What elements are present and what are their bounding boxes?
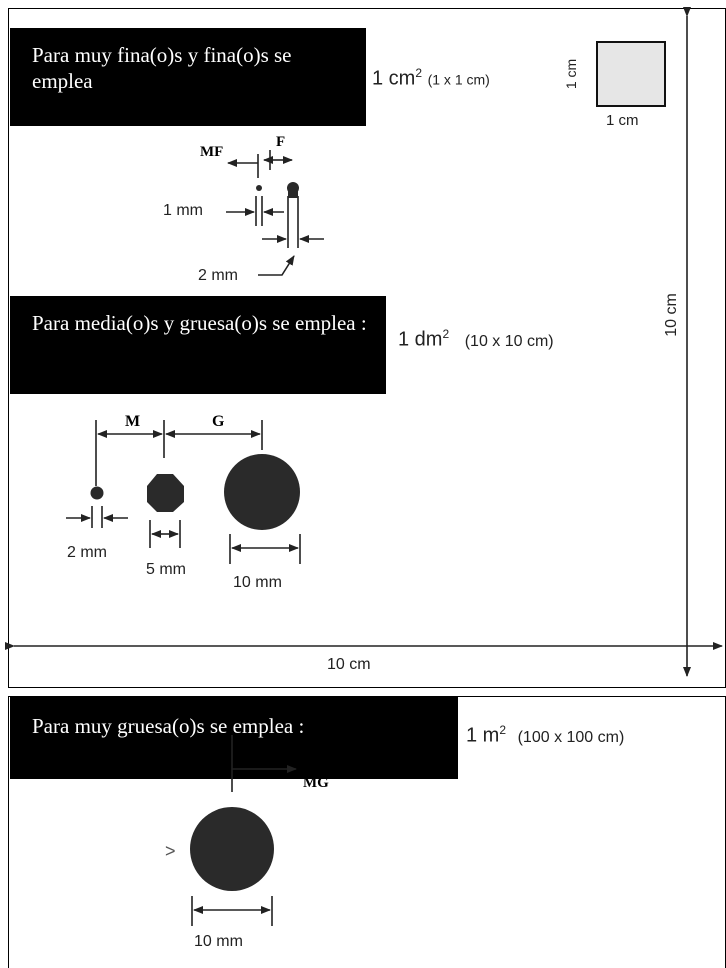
- coarse-label-box: Para muy gruesa(o)s se emplea :: [10, 697, 458, 779]
- particle-mg: [190, 807, 274, 891]
- label-m: M: [125, 413, 141, 430]
- one-cm-square: [596, 41, 666, 107]
- area-exp: 2: [415, 66, 423, 80]
- area-exp: 2: [499, 723, 507, 737]
- fine-label-text: Para muy fina(o)s y fina(o)s se emplea: [32, 43, 292, 93]
- area-dims: (1 x 1 cm): [427, 71, 490, 88]
- particle-mf: [256, 185, 262, 191]
- particle-2mm: [90, 486, 104, 500]
- gt-symbol: >: [165, 841, 176, 861]
- medium-label-box: Para media(o)s y gruesa(o)s se emplea :: [10, 296, 386, 394]
- dim-5mm: 5 mm: [146, 561, 186, 578]
- area-main: 1 m: [466, 724, 500, 747]
- label-g: G: [212, 413, 225, 430]
- dim-10mm-coarse: 10 mm: [194, 933, 243, 950]
- dim-1mm: 1 mm: [163, 202, 203, 219]
- medium-label-text: Para media(o)s y gruesa(o)s se emplea :: [32, 311, 367, 335]
- coarse-label-text: Para muy gruesa(o)s se emplea :: [32, 714, 305, 738]
- fine-label-box: Para muy fina(o)s y fina(o)s se emplea: [10, 28, 366, 126]
- area-label-cm2: 1 cm2 (1 x 1 cm): [372, 66, 490, 91]
- dim-2mm-medium: 2 mm: [67, 544, 107, 561]
- label-mg: MG: [303, 775, 329, 791]
- square-bottom-label: 1 cm: [606, 112, 639, 129]
- label-f: F: [276, 134, 286, 150]
- particle-5mm: [147, 474, 184, 512]
- label-mf: MF: [200, 144, 224, 160]
- particle-10mm: [224, 454, 300, 530]
- dim-10mm-medium: 10 mm: [233, 574, 282, 591]
- area-exp: 2: [442, 327, 450, 341]
- area-main: 1 cm: [372, 67, 416, 90]
- area-main: 1 dm: [398, 328, 443, 351]
- area-label-m2: 1 m2 (100 x 100 cm): [466, 723, 624, 748]
- area-dims: (100 x 100 cm): [517, 728, 625, 746]
- horizontal-10cm-label: 10 cm: [327, 656, 371, 673]
- dim-2mm-fine: 2 mm: [198, 267, 238, 284]
- area-label-dm2: 1 dm2 (10 x 10 cm): [398, 327, 554, 352]
- two-mm-leader: [258, 255, 295, 276]
- area-dims: (10 x 10 cm): [464, 332, 554, 350]
